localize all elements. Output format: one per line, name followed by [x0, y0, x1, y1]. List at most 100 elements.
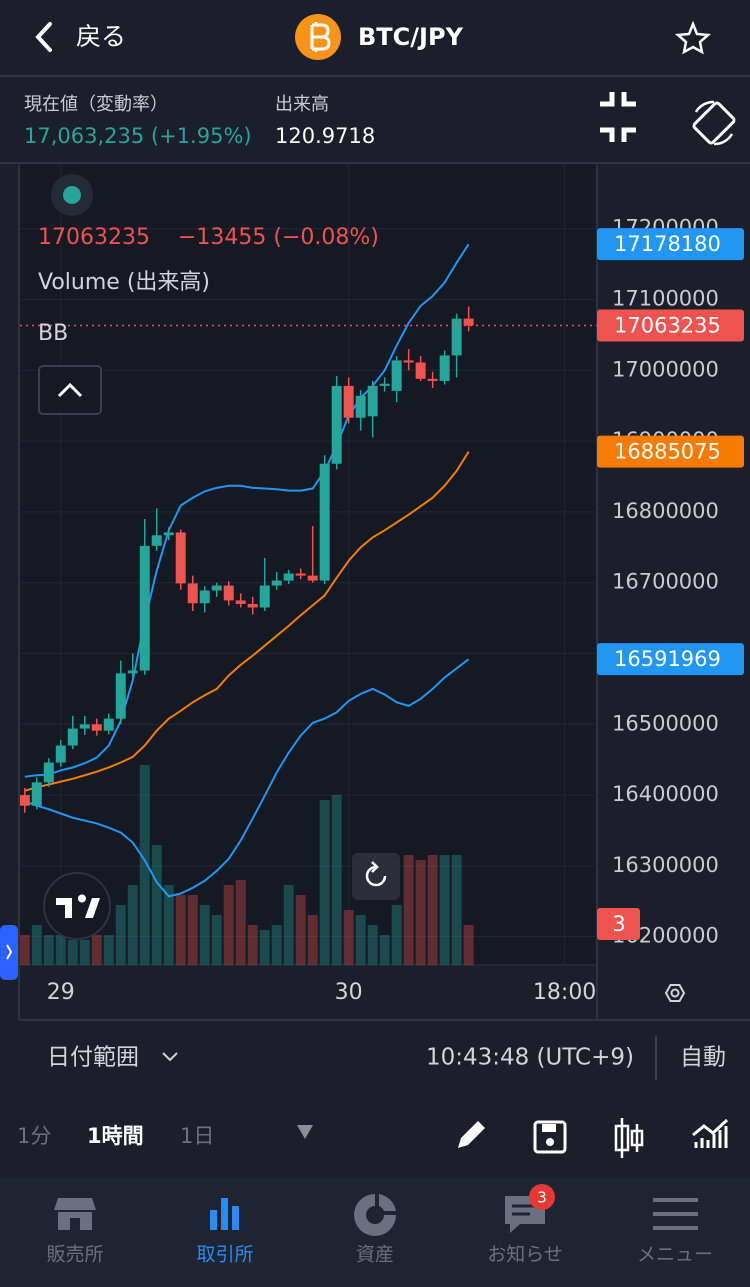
candle-body	[271, 580, 282, 586]
legend-price: 17063235	[38, 225, 150, 250]
indicators-icon[interactable]	[692, 1118, 729, 1148]
volume-bar	[175, 895, 186, 965]
price-tag	[597, 309, 744, 342]
nav-label[interactable]: メニュー	[637, 1244, 713, 1266]
assets-icon[interactable]	[354, 1194, 396, 1236]
candle-body	[91, 724, 102, 731]
candle-body	[259, 585, 270, 608]
legend-change: −13455 (−0.08%)	[178, 225, 379, 250]
volume-bar	[343, 910, 354, 965]
price-tag-label: 16885075	[614, 440, 721, 464]
candle-body	[235, 600, 246, 604]
info-row: 現在値（変動率） 17,063,235 (+1.95%) 出来高 120.971…	[0, 92, 750, 164]
volume-bar	[295, 895, 306, 965]
candle-body	[43, 762, 54, 783]
band-layer	[24, 243, 470, 898]
volume-bar	[355, 915, 366, 965]
x-tick-label: 29	[47, 980, 75, 1005]
volume-bar	[403, 855, 414, 965]
candle-body	[139, 545, 150, 671]
candle-body	[31, 782, 42, 806]
volume-value: 120.9718	[275, 124, 375, 148]
side-panel-tab[interactable]	[0, 925, 18, 980]
candle-body	[463, 318, 474, 326]
reset-button[interactable]	[352, 853, 400, 900]
price-tag	[597, 435, 744, 468]
candle-body	[415, 362, 426, 379]
menu-icon[interactable]	[653, 1198, 698, 1230]
candle-body	[307, 575, 318, 581]
shop-icon[interactable]	[54, 1198, 96, 1230]
alert-badge	[597, 908, 640, 940]
volume-bar	[307, 915, 318, 965]
volume-bar	[331, 795, 342, 965]
interval-dropdown[interactable]	[297, 1125, 313, 1139]
volume-bar	[67, 940, 78, 965]
price-tag-label: 16591969	[614, 647, 721, 671]
price-tag-label: 17178180	[614, 232, 721, 256]
volume-bar	[427, 855, 438, 965]
volume-bar	[163, 885, 174, 965]
volume-bar	[91, 935, 102, 965]
nav-label[interactable]: お知らせ	[487, 1244, 563, 1266]
nav-label[interactable]: 資産	[356, 1244, 394, 1266]
chart-type-icon[interactable]	[614, 1118, 644, 1158]
volume-bar	[391, 905, 402, 965]
save-icon[interactable]	[533, 1120, 567, 1154]
current-price: 17,063,235 (+1.95%)	[24, 124, 252, 148]
rotate-icon[interactable]	[692, 100, 736, 146]
x-tick-label: 18:00	[533, 980, 596, 1005]
candle-body	[79, 724, 90, 729]
volume-bar	[20, 935, 30, 965]
interval-option-active[interactable]: 1時間	[87, 1124, 144, 1148]
interval-option[interactable]: 1日	[180, 1124, 214, 1148]
candle-body	[391, 360, 402, 391]
volume-bar	[259, 930, 270, 965]
volume-bar	[235, 880, 246, 965]
volume-bar	[211, 915, 222, 965]
volume-bar	[79, 940, 90, 965]
pair-title: BTC/JPY	[358, 23, 464, 51]
volume-bar	[139, 765, 150, 965]
btc-glyph	[310, 22, 331, 52]
candle-body	[379, 383, 390, 386]
volume-layer	[20, 765, 474, 965]
exchange-icon[interactable]	[210, 1198, 239, 1230]
chevron-up	[57, 382, 83, 398]
volume-bar	[55, 935, 66, 965]
candle-body	[427, 378, 438, 381]
back-label[interactable]: 戻る	[76, 22, 126, 51]
candle-body	[223, 585, 234, 601]
draw-tool-icon[interactable]	[458, 1121, 485, 1148]
bollinger-band	[24, 243, 470, 778]
nav-label[interactable]: 販売所	[46, 1244, 103, 1266]
candle-body	[283, 573, 294, 581]
nav-label-active[interactable]: 取引所	[196, 1244, 253, 1266]
tradingview-logo	[43, 872, 111, 940]
back-icon[interactable]	[35, 22, 52, 52]
price-tag	[597, 643, 744, 676]
auto-scale[interactable]: 自動	[680, 1045, 726, 1071]
date-range[interactable]: 日付範囲	[47, 1045, 139, 1071]
y-tick-label: 16300000	[612, 853, 719, 877]
volume-bar	[187, 895, 198, 965]
notification-count: 3	[537, 1189, 547, 1207]
favorite-icon[interactable]	[674, 20, 712, 55]
collapse-legend-button[interactable]	[38, 365, 102, 415]
volume-bar	[223, 885, 234, 965]
candle-body	[295, 573, 306, 576]
grid-layer	[20, 165, 597, 965]
dropdown-icon[interactable]	[162, 1052, 178, 1062]
collapse-icon[interactable]	[600, 92, 636, 142]
settings-icon[interactable]	[664, 984, 686, 1002]
volume-bar	[127, 885, 138, 965]
candle-body	[331, 385, 342, 464]
x-tick-label: 30	[335, 980, 363, 1005]
volume-label: 出来高	[275, 94, 329, 115]
volume-bar	[43, 935, 54, 965]
nav-icons	[54, 1194, 698, 1236]
candle-body	[343, 385, 354, 418]
interval-option[interactable]: 1分	[17, 1124, 51, 1148]
bollinger-band	[24, 658, 470, 898]
